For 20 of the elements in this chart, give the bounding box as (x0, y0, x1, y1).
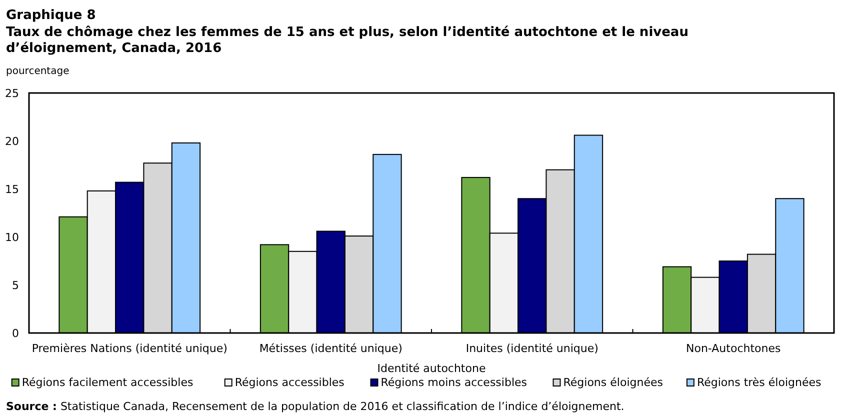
x-tick-label: Métisses (identité unique) (259, 342, 402, 355)
x-tick-label: Non-Autochtones (686, 342, 782, 355)
legend-label: Régions facilement accessibles (22, 376, 194, 389)
x-tick-label: Inuites (identité unique) (466, 342, 598, 355)
chart-subtitle: Taux de chômage chez les femmes de 15 ans et plus, selon l’identité autochtone et le niveau d’éloignement, Canada, 2016 (6, 25, 688, 56)
legend-label: Régions éloignées (563, 376, 664, 389)
y-tick-label: 15 (5, 182, 19, 196)
legend-label: Régions très éloignées (696, 376, 822, 389)
x-tick-label: Premières Nations (identité unique) (32, 342, 228, 355)
y-tick-label: 0 (12, 326, 19, 340)
y-tick-label: 5 (12, 278, 19, 292)
y-tick-label: 25 (5, 86, 19, 100)
source-note: Source : Statistique Canada, Recensement de la population de 2016 et classification de l’indice d’éloignement. (6, 400, 624, 413)
y-tick-label: 20 (5, 134, 19, 148)
legend-label: Régions moins accessibles (380, 376, 528, 389)
legend-label: Régions accessibles (234, 376, 345, 389)
y-axis-title: pourcentage (6, 66, 70, 77)
chart-title: Graphique 8 (6, 8, 96, 23)
x-axis-title: Identité autochtone (377, 362, 486, 375)
y-tick-label: 10 (5, 230, 19, 244)
